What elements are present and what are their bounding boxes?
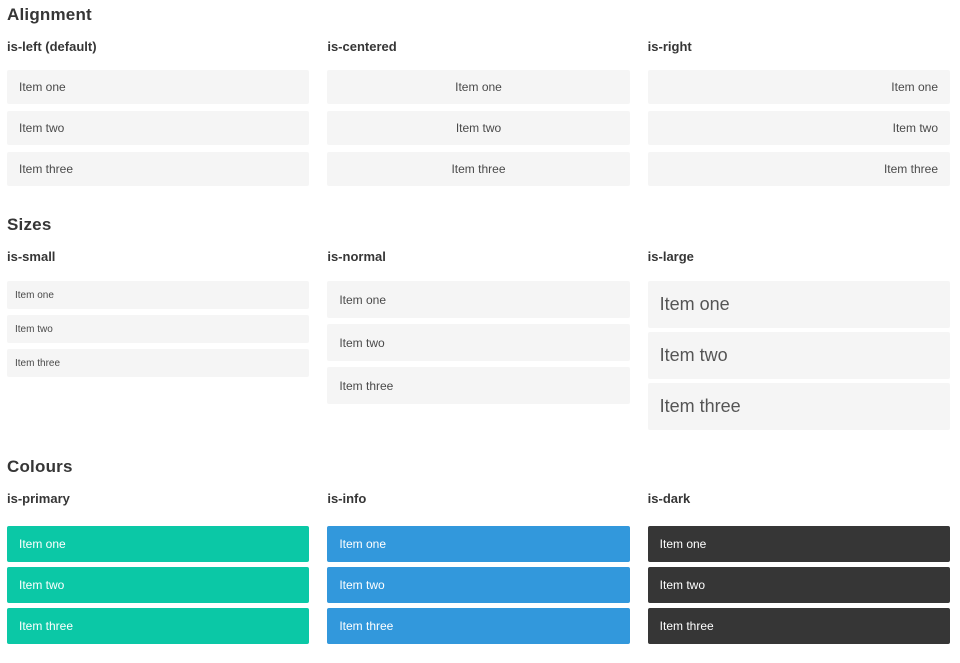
variant-label: is-dark bbox=[647, 491, 691, 506]
list-item[interactable]: Item two bbox=[327, 567, 630, 603]
variant-label: is-right bbox=[647, 39, 692, 54]
list-item[interactable]: Item one bbox=[327, 70, 630, 104]
variant-column-small: is-small Item one Item two Item three bbox=[7, 235, 310, 383]
demo-section: Alignment is-left (default) Item one Ite… bbox=[7, 0, 950, 186]
list-item[interactable]: Item three bbox=[7, 608, 310, 644]
list-item[interactable]: Item one bbox=[647, 281, 950, 328]
list-item[interactable]: Item three bbox=[327, 367, 630, 404]
list-item[interactable]: Item two bbox=[647, 111, 950, 145]
list-item[interactable]: Item two bbox=[7, 567, 310, 603]
variant-label: is-large bbox=[647, 249, 694, 264]
list-item[interactable]: Item one bbox=[7, 281, 310, 309]
list-item[interactable]: Item one bbox=[7, 526, 310, 562]
list-item[interactable]: Item one bbox=[647, 526, 950, 562]
variant-label: is-small bbox=[7, 249, 56, 264]
list-item[interactable]: Item two bbox=[327, 324, 630, 361]
section-title: Colours bbox=[7, 457, 73, 476]
section-title: Alignment bbox=[7, 5, 92, 24]
variant-label: is-centered bbox=[327, 39, 397, 54]
list-item[interactable]: Item three bbox=[647, 383, 950, 430]
demo-section: Sizes is-small Item one Item two Item th… bbox=[7, 186, 950, 434]
section-columns: is-left (default) Item one Item two Item… bbox=[7, 25, 950, 186]
list-item[interactable]: Item one bbox=[327, 281, 630, 318]
list-item[interactable]: Item two bbox=[327, 111, 630, 145]
list-item[interactable]: Item two bbox=[7, 315, 310, 343]
list-item[interactable]: Item one bbox=[647, 70, 950, 104]
section-columns: is-primary Item one Item two Item three … bbox=[7, 477, 950, 649]
variant-label: is-left (default) bbox=[7, 39, 97, 54]
list-item[interactable]: Item two bbox=[7, 111, 310, 145]
item-list: Item one Item two Item three bbox=[327, 526, 630, 644]
list-item[interactable]: Item one bbox=[327, 526, 630, 562]
list-item[interactable]: Item three bbox=[327, 152, 630, 186]
item-list: Item one Item two Item three bbox=[647, 70, 950, 186]
section-columns: is-small Item one Item two Item three is… bbox=[7, 235, 950, 434]
list-item[interactable]: Item three bbox=[647, 608, 950, 644]
variant-label: is-info bbox=[327, 491, 367, 506]
section-title: Sizes bbox=[7, 215, 52, 234]
variant-column-centered: is-centered Item one Item two Item three bbox=[327, 25, 630, 186]
variant-column-left: is-left (default) Item one Item two Item… bbox=[7, 25, 310, 186]
variant-column-normal: is-normal Item one Item two Item three bbox=[327, 235, 630, 410]
list-item[interactable]: Item two bbox=[647, 332, 950, 379]
list-item[interactable]: Item three bbox=[327, 608, 630, 644]
variant-column-large: is-large Item one Item two Item three bbox=[647, 235, 950, 434]
variant-label: is-normal bbox=[327, 249, 386, 264]
item-list: Item one Item two Item three bbox=[647, 526, 950, 644]
item-list: Item one Item two Item three bbox=[647, 281, 950, 430]
variant-column-right: is-right Item one Item two Item three bbox=[647, 25, 950, 186]
variant-column-primary: is-primary Item one Item two Item three bbox=[7, 477, 310, 649]
list-item[interactable]: Item one bbox=[7, 70, 310, 104]
list-item[interactable]: Item three bbox=[7, 152, 310, 186]
item-list: Item one Item two Item three bbox=[327, 70, 630, 186]
item-list: Item one Item two Item three bbox=[7, 70, 310, 186]
list-item[interactable]: Item three bbox=[7, 349, 310, 377]
item-list: Item one Item two Item three bbox=[327, 281, 630, 404]
list-item[interactable]: Item three bbox=[647, 152, 950, 186]
variant-label: is-primary bbox=[7, 491, 70, 506]
item-list: Item one Item two Item three bbox=[7, 281, 310, 377]
demo-section: Colours is-primary Item one Item two Ite… bbox=[7, 434, 950, 649]
item-list: Item one Item two Item three bbox=[7, 526, 310, 644]
list-item[interactable]: Item two bbox=[647, 567, 950, 603]
variant-column-info: is-info Item one Item two Item three bbox=[327, 477, 630, 649]
variant-column-dark: is-dark Item one Item two Item three bbox=[647, 477, 950, 649]
